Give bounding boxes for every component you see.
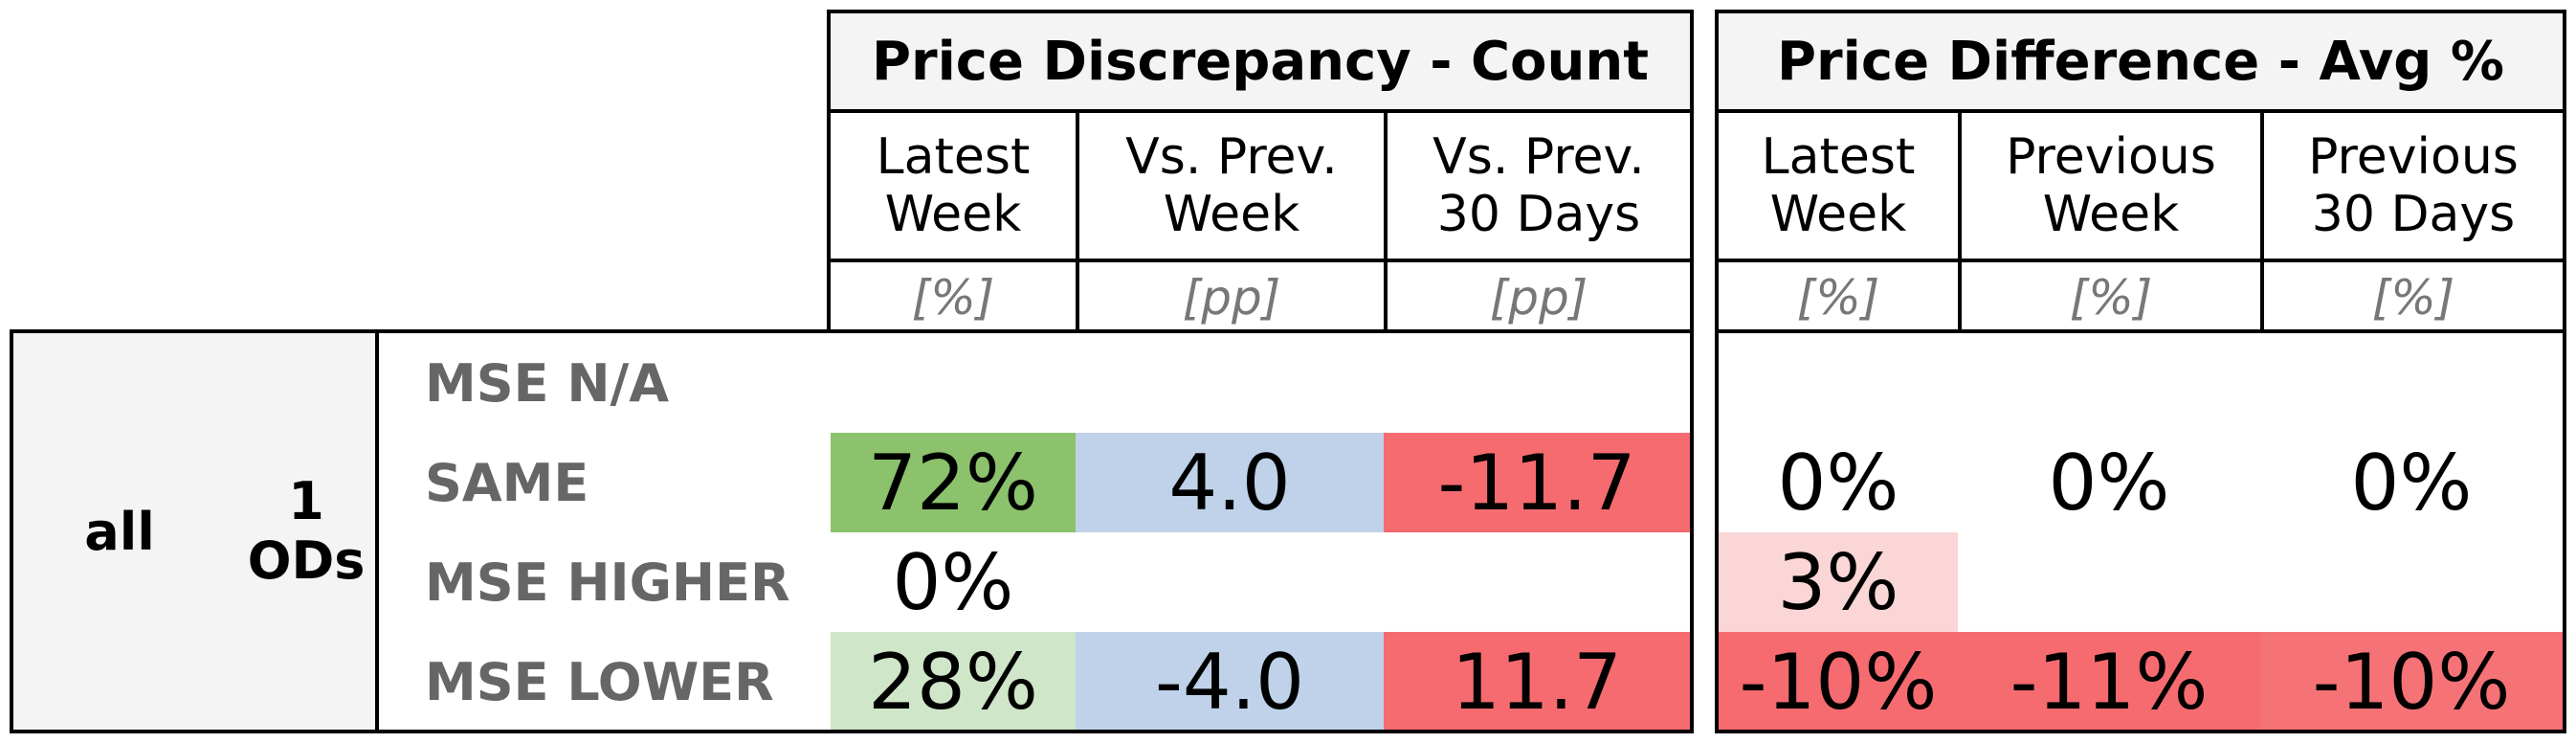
divider: [1715, 109, 2566, 113]
row-header-background: [13, 333, 375, 733]
body-right-box: [1715, 329, 2566, 733]
row-header-count-value: 1: [288, 471, 324, 531]
difference-value-cell: 3%: [1719, 532, 1958, 632]
col-label-line2: Week: [1769, 186, 1907, 243]
discrepancy-value-cell: 0%: [892, 537, 1014, 627]
row-header-count: 1 ODs: [220, 460, 392, 603]
unit-disc-vs-prev-30-days: [pp]: [1489, 270, 1588, 326]
col-label-line1: Vs. Prev.: [1125, 128, 1338, 186]
unit-disc-latest-week: [%]: [911, 270, 995, 326]
col-header-diff-latest-week: Latest Week: [1719, 113, 1958, 259]
difference-value-cell: 0%: [2048, 438, 2170, 528]
col-label-line2: Week: [884, 186, 1022, 243]
divider: [827, 259, 1694, 262]
divider: [1076, 109, 1079, 333]
difference-value-cell: -10%: [2260, 632, 2563, 732]
difference-group-title: Price Difference - Avg %: [1719, 13, 2563, 109]
difference-value-cell: 0%: [2350, 438, 2473, 528]
divider: [2260, 109, 2264, 333]
col-header-disc-vs-prev-week: Vs. Prev. Week: [1079, 113, 1384, 259]
divider: [375, 329, 379, 733]
col-label-line2: 30 Days: [2311, 186, 2516, 243]
divider: [1958, 109, 1962, 333]
difference-value-cell: 0%: [1777, 438, 1899, 528]
row-label: MSE LOWER: [425, 651, 774, 712]
discrepancy-value-cell: 28%: [831, 632, 1076, 732]
discrepancy-value-cell: 4.0: [1076, 433, 1384, 532]
col-label-line1: Vs. Prev.: [1432, 128, 1645, 186]
row-label: MSE HIGHER: [425, 552, 790, 613]
discrepancy-value-cell: -4.0: [1076, 632, 1384, 732]
difference-value-cell: -10%: [1719, 632, 1958, 732]
col-label-line2: 30 Days: [1436, 186, 1641, 243]
unit-diff-latest-week: [%]: [1796, 270, 1880, 326]
col-label-line1: Latest: [876, 128, 1031, 186]
unit-diff-previous-week: [%]: [2069, 270, 2153, 326]
col-header-diff-previous-30-days: Previous 30 Days: [2264, 113, 2563, 259]
difference-value-cell: -11%: [1958, 632, 2260, 732]
divider: [1715, 259, 2566, 262]
col-label-line1: Latest: [1761, 128, 1916, 186]
divider: [1384, 109, 1388, 333]
col-label-line2: Week: [2042, 186, 2180, 243]
col-header-diff-previous-week: Previous Week: [1962, 113, 2260, 259]
body-left-box: [10, 329, 1694, 733]
discrepancy-value-cell: 72%: [831, 433, 1076, 532]
col-label-line1: Previous: [2006, 128, 2216, 186]
row-label: MSE N/A: [425, 352, 670, 414]
unit-diff-previous-30-days: [%]: [2371, 270, 2455, 326]
col-label-line2: Week: [1163, 186, 1300, 243]
row-label: SAME: [425, 452, 589, 513]
col-header-disc-latest-week: Latest Week: [831, 113, 1076, 259]
divider: [827, 109, 1694, 113]
discrepancy-value-cell: -11.7: [1384, 433, 1690, 532]
unit-disc-vs-prev-week: [pp]: [1182, 270, 1281, 326]
discrepancy-group-title: Price Discrepancy - Count: [831, 13, 1690, 109]
col-header-disc-vs-prev-30-days: Vs. Prev. 30 Days: [1388, 113, 1690, 259]
row-header-count-unit: ODs: [247, 530, 366, 591]
row-header-group: all: [84, 501, 155, 562]
col-label-line1: Previous: [2308, 128, 2519, 186]
discrepancy-value-cell: 11.7: [1384, 632, 1690, 732]
